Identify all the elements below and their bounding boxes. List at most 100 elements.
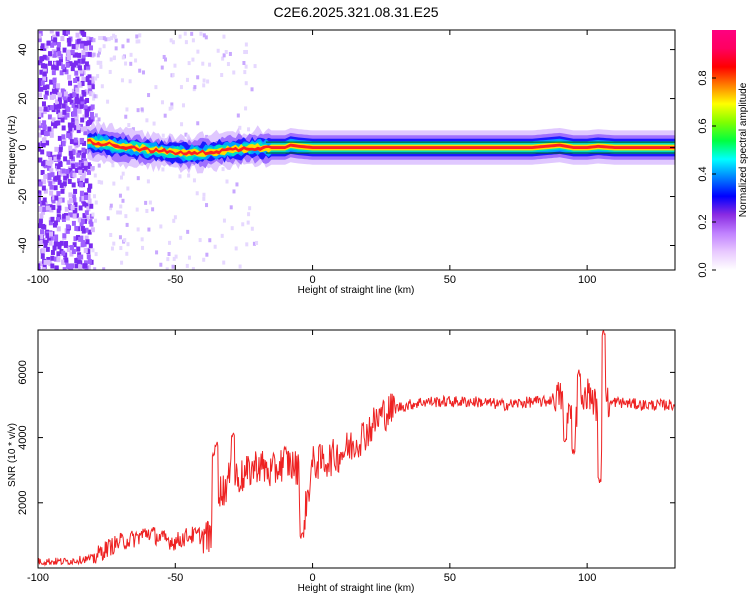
spectrogram-noise-cell	[38, 190, 42, 196]
snr-series-line	[38, 330, 675, 567]
spectrogram-noise-cell	[56, 191, 61, 197]
spectrogram-scatter-cell	[244, 81, 248, 86]
spectrogram-noise-cell	[38, 181, 43, 187]
spectrogram-noise-cell	[39, 261, 44, 267]
spectrogram-noise-cell	[43, 94, 48, 100]
spectrogram-scatter-cell	[96, 74, 100, 79]
spectrogram-noise-cell	[62, 109, 67, 115]
spectrogram-scatter-cell	[147, 93, 151, 98]
spectrogram-noise-cell	[53, 50, 58, 56]
spectrogram-noise-cell	[45, 55, 50, 61]
spectrogram-scatter-cell	[148, 200, 152, 205]
spectrogram-noise-cell	[41, 267, 46, 270]
spectrogram-scatter-cell	[170, 105, 174, 110]
spectrogram-noise-cell	[41, 209, 46, 215]
spectrogram-noise-cell	[39, 112, 44, 118]
spectrogram-noise-cell	[83, 40, 88, 46]
x-tick-label: 50	[444, 572, 456, 584]
spectrogram-scatter-cell	[160, 100, 164, 105]
spectrogram-noise-cell	[67, 97, 72, 103]
spectrogram-noise-cell	[63, 91, 68, 97]
spectrogram-noise-cell	[66, 246, 71, 252]
spectrogram-scatter-cell	[202, 33, 206, 38]
spectrogram-noise-cell	[41, 138, 46, 144]
spectrogram-noise-cell	[38, 132, 42, 138]
spectrogram-noise-cell	[57, 99, 62, 105]
spectrogram-scatter-cell	[93, 94, 97, 99]
spectrogram-noise-cell	[56, 226, 61, 232]
spectrogram-noise-cell	[75, 42, 80, 48]
spectrogram-noise-cell	[70, 49, 75, 55]
spectrogram-noise-cell	[59, 70, 64, 76]
spectrogram-noise-cell	[87, 119, 92, 125]
spectrogram-scatter-cell	[172, 256, 176, 261]
spectrogram-noise-cell	[51, 117, 56, 123]
spectrogram-noise-cell	[52, 88, 57, 94]
spectrogram-noise-cell	[84, 112, 89, 118]
spectrogram-noise-cell	[42, 75, 47, 81]
spectrogram-noise-cell	[46, 40, 51, 46]
spectrogram-scatter-cell	[255, 240, 259, 245]
spectrogram-scatter-cell	[222, 218, 226, 223]
spectrogram-scatter-cell	[146, 179, 150, 184]
spectrogram-scatter-cell	[232, 189, 236, 194]
spectrogram-noise-cell	[76, 38, 81, 44]
spectrogram-noise-cell	[49, 235, 54, 241]
spectrogram-noise-cell	[58, 53, 63, 59]
spectrogram-noise-cell	[56, 214, 61, 220]
spectrogram-scatter-cell	[114, 46, 118, 51]
spectrogram-noise-cell	[73, 188, 78, 194]
spectrogram-noise-cell	[54, 65, 59, 71]
snr-series-group	[38, 330, 675, 567]
spectrogram-noise-cell	[61, 141, 66, 147]
spectrogram-noise-cell	[51, 198, 56, 204]
spectrogram-scatter-cell	[138, 33, 142, 38]
spectrogram-noise-cell	[68, 150, 73, 156]
spectrogram-scatter-cell	[245, 49, 249, 54]
spectrogram-y-ticks: -40 -20 0 20 40	[17, 43, 675, 253]
spectrogram-scatter-cell	[191, 38, 195, 43]
spectrogram-scatter-cell	[185, 77, 189, 82]
spectrogram-noise-cell	[61, 103, 66, 109]
spectrogram-noise-cell	[80, 126, 85, 132]
spectrogram-noise-cell	[78, 236, 83, 242]
spectrogram-scatter-cell	[94, 218, 98, 223]
spectrogram-noise-cell	[84, 227, 89, 233]
spectrogram-noise-cell	[47, 105, 52, 111]
spectrogram-noise-cell	[72, 197, 77, 203]
spectrogram-scatter-cell	[171, 72, 175, 77]
spectrogram-noise-cell	[62, 233, 67, 239]
spectrogram-noise-cell	[71, 43, 76, 49]
spectrogram-noise-cell	[89, 45, 94, 51]
spectrogram-noise-cell	[90, 52, 95, 58]
spectrogram-noise-cell	[39, 86, 44, 92]
spectrogram-noise-cell	[38, 120, 42, 126]
spectrogram-scatter-cell	[124, 61, 128, 66]
spectrogram-noise-cell	[62, 95, 67, 101]
spectrogram-noise-cell	[50, 216, 55, 222]
spectrogram-noise-cell	[45, 140, 50, 146]
spectrogram-scatter-cell	[118, 193, 122, 198]
spectrogram-noise-cell	[48, 220, 53, 226]
spectrogram-scatter-cell	[97, 179, 101, 184]
spectrogram-noise-cell	[52, 194, 57, 200]
spectrogram-noise-cell	[54, 234, 59, 240]
spectrogram-noise-cell	[57, 92, 62, 98]
spectrogram-noise-cell	[79, 191, 84, 197]
spectrogram-scatter-cell	[129, 61, 133, 66]
spectrogram-scatter-cell	[120, 78, 124, 83]
spectrogram-scatter-cell	[120, 260, 124, 265]
spectrogram-scatter-cell	[168, 240, 172, 245]
spectrogram-noise-cell	[61, 216, 66, 222]
spectrogram-scatter-cell	[94, 76, 98, 81]
spectrogram-noise-cell	[42, 45, 47, 51]
spectrogram-noise-cell	[48, 51, 53, 57]
spectrogram-noise-cell	[45, 160, 50, 166]
spectrogram-noise-cell	[78, 169, 83, 175]
spectrogram-scatter-cell	[93, 173, 97, 178]
spectrogram-noise-cell	[88, 243, 93, 249]
spectrogram-noise-cell	[40, 229, 45, 235]
spectrogram-noise-cell	[82, 201, 87, 207]
spectrogram-scatter-cell	[100, 84, 104, 89]
